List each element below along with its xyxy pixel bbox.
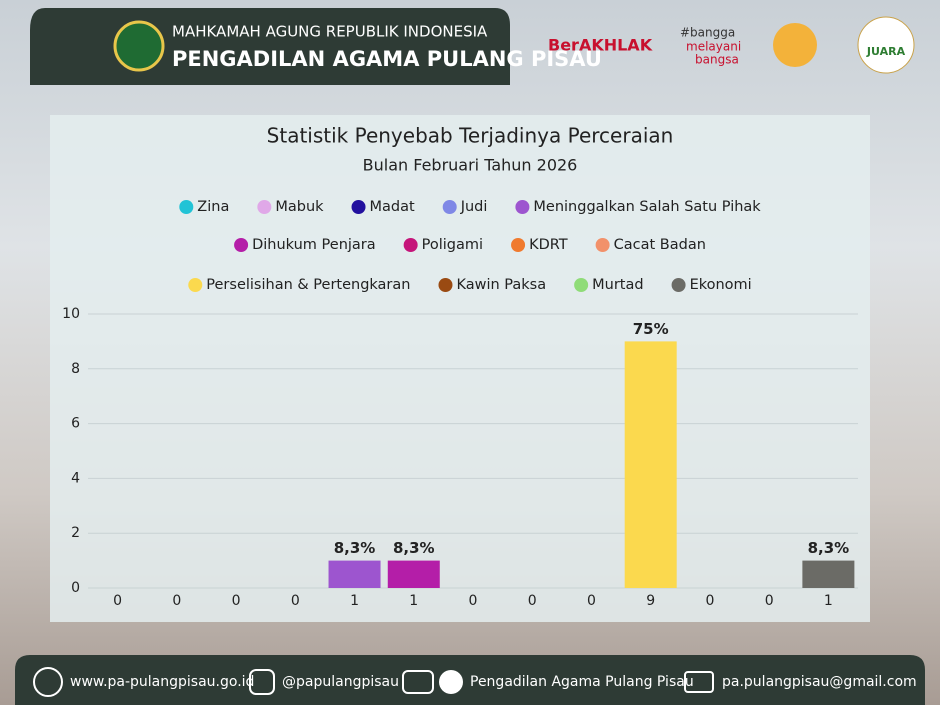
percent-label: 8,3% xyxy=(808,539,850,557)
facebook-icon xyxy=(439,670,463,694)
logo-text: JUARA xyxy=(866,45,906,58)
value-label: 0 xyxy=(232,593,241,609)
logo xyxy=(113,20,165,72)
bar xyxy=(328,560,381,588)
web-icon xyxy=(33,667,63,697)
chart-title: Statistik Penyebab Terjadinya Perceraian xyxy=(267,124,674,148)
legend-label: Dihukum Penjara xyxy=(252,237,376,253)
legend-swatch xyxy=(351,200,366,214)
header-line1: MAHKAMAH AGUNG REPUBLIK INDONESIA xyxy=(172,23,488,41)
value-label: 1 xyxy=(824,593,833,609)
legend-label: Perselisihan & Pertengkaran xyxy=(206,277,410,293)
percent-label: 8,3% xyxy=(334,539,376,557)
legend-label: Kawin Paksa xyxy=(456,277,546,293)
legend-label: Poligami xyxy=(422,237,483,253)
y-tick-label: 10 xyxy=(62,306,80,322)
footer-email: pa.pulangpisau@gmail.com xyxy=(722,674,917,690)
value-label: 9 xyxy=(646,593,655,609)
bar xyxy=(624,341,677,588)
legend-swatch xyxy=(515,200,530,214)
y-tick-label: 6 xyxy=(71,416,80,432)
logo-text: bangsa xyxy=(695,53,739,67)
legend-swatch xyxy=(511,238,526,252)
y-tick-label: 2 xyxy=(71,525,80,541)
value-label: 0 xyxy=(113,593,122,609)
instagram-icon xyxy=(249,669,275,695)
logo-text: melayani xyxy=(686,40,741,54)
legend-label: Meninggalkan Salah Satu Pihak xyxy=(533,199,761,215)
legend-swatch xyxy=(403,238,418,252)
legend-swatch xyxy=(438,278,453,292)
legend-label: Murtad xyxy=(592,277,643,293)
bar xyxy=(802,560,855,588)
youtube-icon xyxy=(402,670,434,694)
legend-swatch xyxy=(442,200,457,214)
legend-swatch xyxy=(595,238,610,252)
value-label: 1 xyxy=(350,593,359,609)
value-label: 0 xyxy=(705,593,714,609)
footer-website: www.pa-pulangpisau.go.id xyxy=(70,674,254,690)
bar xyxy=(387,560,440,588)
y-tick-label: 0 xyxy=(71,580,80,596)
legend-swatch xyxy=(257,200,272,214)
logo xyxy=(773,23,817,67)
percent-label: 75% xyxy=(633,320,669,338)
logo-text: BerAKHLAK xyxy=(548,36,653,55)
logo-text: #bangga xyxy=(680,26,735,40)
value-label: 0 xyxy=(765,593,774,609)
value-label: 0 xyxy=(469,593,478,609)
legend-label: Zina xyxy=(197,199,229,215)
legend-swatch xyxy=(234,238,249,252)
legend-label: Judi xyxy=(460,199,488,215)
legend-label: Ekonomi xyxy=(690,277,752,293)
value-label: 1 xyxy=(409,593,418,609)
legend-swatch xyxy=(671,278,686,292)
legend-label: KDRT xyxy=(529,237,568,253)
legend-swatch xyxy=(574,278,589,292)
value-label: 0 xyxy=(528,593,537,609)
footer-instagram: @papulangpisau xyxy=(282,674,399,690)
legend-swatch xyxy=(188,278,203,292)
logo xyxy=(857,16,915,74)
email-icon xyxy=(684,671,714,693)
value-label: 0 xyxy=(587,593,596,609)
legend-label: Madat xyxy=(370,199,415,215)
legend-label: Cacat Badan xyxy=(614,237,706,253)
y-tick-label: 4 xyxy=(71,470,80,486)
chart-subtitle: Bulan Februari Tahun 2026 xyxy=(363,156,578,175)
header-line2: PENGADILAN AGAMA PULANG PISAU xyxy=(172,47,602,71)
value-label: 0 xyxy=(172,593,181,609)
footer-youtube: Pengadilan Agama Pulang Pisau xyxy=(470,674,694,690)
percent-label: 8,3% xyxy=(393,539,435,557)
legend-swatch xyxy=(179,200,194,214)
y-tick-label: 8 xyxy=(71,361,80,377)
value-label: 0 xyxy=(291,593,300,609)
legend-label: Mabuk xyxy=(275,199,324,215)
